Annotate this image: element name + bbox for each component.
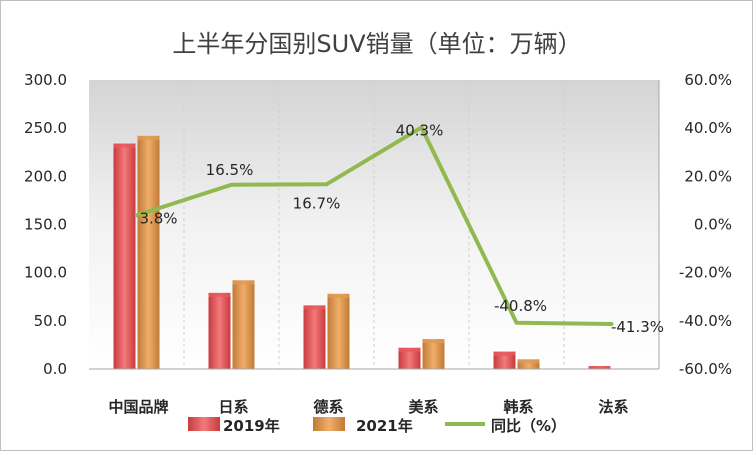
- category-label: 德系: [313, 398, 343, 416]
- category-label: 法系: [598, 398, 628, 416]
- category-label: 日系: [218, 398, 248, 416]
- bar-top-2021: [137, 135, 160, 140]
- growth-data-label: -41.3%: [611, 318, 664, 336]
- bar-top-2021: [422, 339, 445, 344]
- legend-2021-swatch: [313, 417, 345, 431]
- left-tick-label: 50.0: [34, 312, 67, 330]
- category-label: 中国品牌: [108, 398, 168, 416]
- right-tick-label: -60.0%: [679, 360, 732, 378]
- bar-top-2019: [208, 292, 231, 297]
- left-tick-label: 200.0: [24, 167, 67, 185]
- bar-2021: [517, 359, 540, 369]
- category-labels: 中国品牌 日系 德系 美系 韩系 法系: [108, 398, 628, 416]
- bar-2021: [327, 293, 350, 369]
- bar-top-2021: [517, 359, 540, 364]
- legend: 2019年 2021年 同比（%）: [188, 417, 566, 435]
- bar-2021: [422, 339, 445, 369]
- category-label: 美系: [408, 398, 438, 416]
- growth-data-label: 40.3%: [396, 121, 444, 139]
- bar-top-2021: [327, 293, 350, 298]
- bar-2021: [137, 135, 160, 369]
- legend-2019-swatch: [188, 417, 220, 431]
- axes: [89, 80, 660, 370]
- chart-title: 上半年分国别SUV销量（单位：万辆）: [172, 30, 581, 58]
- right-tick-label: 40.0%: [684, 119, 732, 137]
- right-tick-label: 0.0%: [694, 216, 732, 234]
- bar-2019: [208, 292, 231, 369]
- left-axis-ticks: 0.0 50.0 100.0 150.0 200.0 250.0 300.0: [24, 71, 67, 378]
- bar-2019: [303, 305, 326, 369]
- right-axis-ticks: -60.0% -40.0% -20.0% 0.0% 20.0% 40.0% 60.0%: [679, 71, 732, 378]
- left-tick-label: 300.0: [24, 71, 67, 89]
- growth-data-labels: 3.8% 16.5% 16.7% 40.3% -40.8% -41.3%: [139, 121, 664, 336]
- legend-2019-label: 2019年: [223, 417, 280, 435]
- bar-top-2019: [398, 347, 421, 352]
- growth-line-path: [134, 125, 614, 326]
- legend-2021-label: 2021年: [356, 417, 413, 435]
- growth-data-label: -40.8%: [494, 297, 547, 315]
- bar-2021: [232, 280, 255, 369]
- left-tick-label: 100.0: [24, 264, 67, 282]
- bar-2019: [493, 351, 516, 369]
- left-tick-label: 250.0: [24, 119, 67, 137]
- bars: [113, 135, 611, 369]
- growth-data-label: 3.8%: [139, 209, 177, 227]
- bar-top-2019: [303, 305, 326, 310]
- right-tick-label: 60.0%: [684, 71, 732, 89]
- bar-2019: [398, 347, 421, 369]
- growth-line: [134, 125, 614, 326]
- growth-data-label: 16.5%: [206, 161, 254, 179]
- left-tick-label: 0.0: [43, 360, 67, 378]
- bar-top-2019: [588, 366, 611, 369]
- legend-growth-label: 同比（%）: [491, 417, 566, 435]
- bar-top-2021: [232, 280, 255, 285]
- right-tick-label: -40.0%: [679, 312, 732, 330]
- bar-2019: [113, 143, 136, 369]
- growth-data-label: 16.7%: [293, 194, 341, 212]
- category-label: 韩系: [503, 398, 533, 416]
- bar-top-2019: [493, 351, 516, 356]
- right-tick-label: -20.0%: [679, 264, 732, 282]
- left-tick-label: 150.0: [24, 216, 67, 234]
- bar-top-2019: [113, 143, 136, 148]
- right-tick-label: 20.0%: [684, 167, 732, 185]
